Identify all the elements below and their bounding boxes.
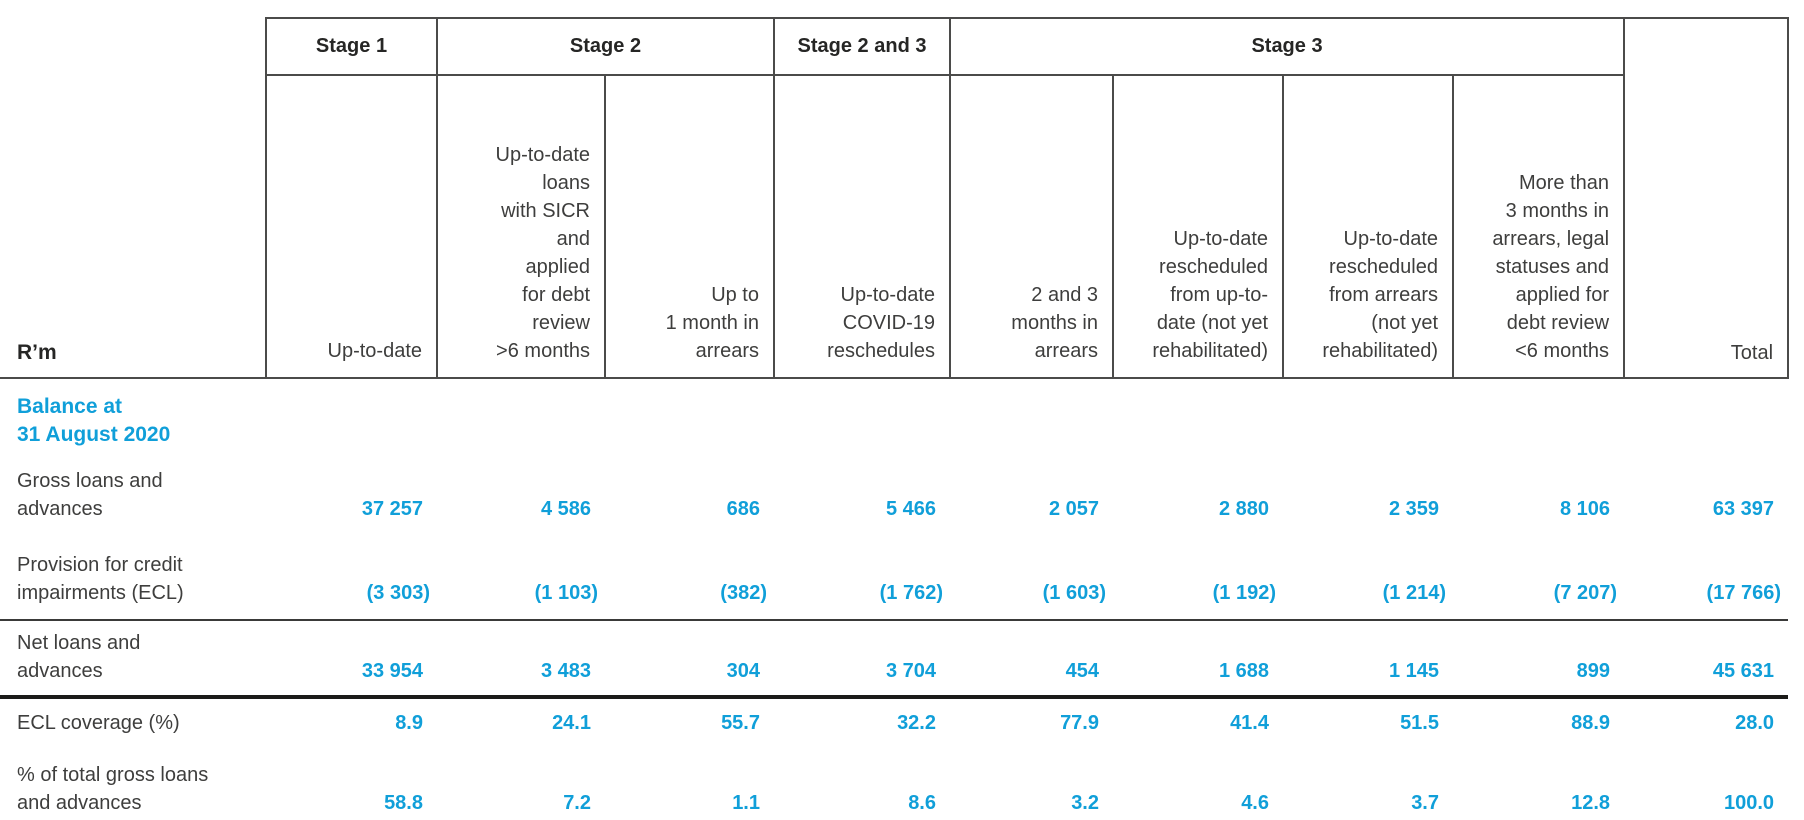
value-cell: (1 103)	[437, 537, 605, 621]
stage-2-and-3-group-header: Stage 2 and 3	[773, 17, 951, 76]
credit-staging-table: Stage 1 Stage 2 Stage 2 and 3 Stage 3 To…	[0, 17, 1790, 820]
column-header-more-than-3-months: More than 3 months in arrears, legal sta…	[1451, 75, 1626, 379]
value-cell: 41.4	[1230, 712, 1269, 734]
column-header-rescheduled-arrears: Up-to-date rescheduled from arrears (not…	[1282, 75, 1454, 379]
table-row-net-loans: Net loans and advances 33 954 3 483 304 …	[0, 620, 1789, 699]
value-cell: 3 704	[774, 620, 950, 699]
table-row-gross-loans: Gross loans and advances 37 257 4 586 68…	[0, 451, 1788, 537]
value-cell: (1 603)	[950, 537, 1113, 621]
value-cell: 1.1	[732, 792, 760, 814]
value-cell: 2 057	[1048, 498, 1099, 520]
value-cell: 32.2	[897, 712, 936, 734]
value-cell: (3 303)	[266, 537, 437, 621]
section-heading-row: Balance at 31 August 2020	[0, 378, 1788, 451]
value-cell: 1 145	[1283, 620, 1453, 699]
value-cell: 8.9	[395, 712, 423, 734]
value-cell: 4 586	[540, 498, 591, 520]
value-cell: 28.0	[1735, 712, 1775, 734]
value-cell: 7.2	[563, 792, 591, 814]
row-label: % of total gross loans and advances	[17, 764, 209, 814]
value-cell: 37 257	[361, 498, 423, 520]
value-cell: (1 192)	[1113, 537, 1283, 621]
stage-group-header-row: Stage 1 Stage 2 Stage 2 and 3 Stage 3 To…	[0, 17, 1790, 379]
value-cell: 88.9	[1571, 712, 1611, 734]
value-cell: 63 397	[1712, 498, 1775, 520]
column-header-up-to-date: Up-to-date	[265, 75, 438, 379]
value-cell: 12.8	[1571, 792, 1611, 814]
value-cell: 899	[1453, 620, 1625, 699]
row-label: Net loans and advances	[0, 620, 266, 699]
row-label: Gross loans and advances	[17, 470, 163, 520]
value-cell: 45 631	[1624, 620, 1789, 699]
column-header-sicr-debt-review: Up-to-date loans with SICR and applied f…	[436, 75, 606, 379]
stage-1-group-header: Stage 1	[265, 17, 438, 76]
value-cell: 58.8	[384, 792, 423, 814]
column-header-row: R’m Up-to-date Up-to-date loans with SIC…	[0, 75, 1788, 379]
value-cell: 55.7	[721, 712, 760, 734]
value-cell: 33 954	[266, 620, 437, 699]
column-header-1-month-arrears: Up to 1 month in arrears	[604, 75, 775, 379]
table-row-ecl-coverage: ECL coverage (%) 8.9 24.1 55.7 32.2 77.9…	[0, 697, 1788, 749]
row-label: Provision for credit impairments (ECL)	[0, 537, 266, 621]
value-cell: 4.6	[1241, 792, 1269, 814]
header-spacer	[0, 18, 266, 75]
unit-label: R’m	[0, 75, 266, 379]
value-cell: 2 359	[1388, 498, 1439, 520]
table-row-pct-of-gross: % of total gross loans and advances 58.8…	[0, 749, 1788, 820]
stage-3-group-header: Stage 3	[948, 17, 1626, 76]
table-row-provision-ecl: Provision for credit impairments (ECL) (…	[0, 537, 1789, 621]
column-header-rescheduled-up-to-date: Up-to-date rescheduled from up-to- date …	[1112, 75, 1284, 379]
value-cell: 3 483	[437, 620, 605, 699]
value-cell: 100.0	[1723, 792, 1775, 814]
value-cell: 3.7	[1411, 792, 1439, 814]
value-cell: 24.1	[552, 712, 591, 734]
value-cell: 2 880	[1218, 498, 1269, 520]
value-cell: 77.9	[1060, 712, 1099, 734]
value-cell: (1 762)	[774, 537, 950, 621]
value-cell: (17 766)	[1624, 537, 1789, 621]
value-cell: (382)	[605, 537, 774, 621]
value-cell: 8 106	[1559, 498, 1611, 520]
column-header-2-3-months-arrears: 2 and 3 months in arrears	[949, 75, 1114, 379]
section-heading: Balance at 31 August 2020	[17, 395, 171, 446]
row-label: ECL coverage (%)	[17, 712, 180, 734]
total-column-header: Total	[1623, 17, 1790, 379]
value-cell: 5 466	[885, 498, 936, 520]
value-cell: 8.6	[908, 792, 936, 814]
value-cell: 686	[726, 498, 760, 520]
stage-2-group-header: Stage 2	[436, 17, 775, 76]
value-cell: 51.5	[1400, 712, 1439, 734]
value-cell: (7 207)	[1453, 537, 1625, 621]
value-cell: 3.2	[1071, 792, 1099, 814]
value-cell: 304	[605, 620, 774, 699]
value-cell: 1 688	[1113, 620, 1283, 699]
value-cell: 454	[950, 620, 1113, 699]
value-cell: (1 214)	[1283, 537, 1453, 621]
column-header-covid-reschedules: Up-to-date COVID-19 reschedules	[773, 75, 951, 379]
